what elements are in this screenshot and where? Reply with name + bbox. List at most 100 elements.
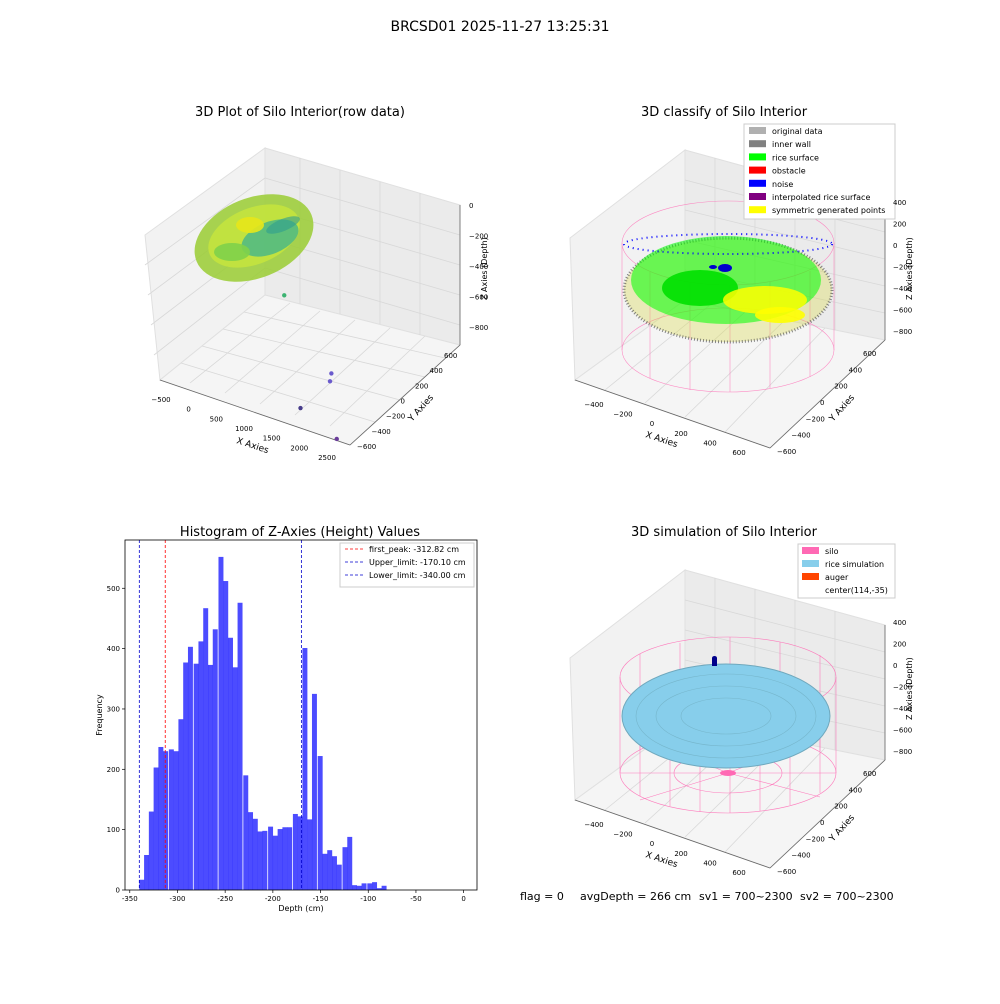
histogram-bar-33 (302, 648, 308, 890)
simulation-legend-label: silo (825, 547, 839, 556)
histogram-bar-31 (292, 813, 298, 890)
histogram-bar-39 (332, 856, 337, 890)
x-tick-label: 600 (732, 449, 745, 457)
histogram-bar-35 (311, 693, 317, 890)
z-tick-label: −200 (893, 264, 912, 272)
histogram-bar-24 (257, 831, 263, 890)
classify-legend-swatch (749, 193, 766, 200)
histogram-bar-11 (193, 663, 199, 890)
y-tick-label: −200 (806, 835, 825, 843)
simulation-legend-label: center(114,-35) (825, 586, 888, 595)
z-tick-label: −600 (893, 727, 912, 735)
histogram-bar-0 (139, 879, 145, 890)
histogram-bar-21 (243, 775, 249, 890)
z-tick-label: 400 (893, 199, 906, 207)
histogram-bar-27 (272, 835, 278, 890)
histogram-reference-lines (138, 540, 302, 890)
classify-legend-label: interpolated rice surface (772, 193, 870, 202)
z-tick-label: −400 (893, 705, 912, 713)
classify-legend-swatch (749, 179, 766, 187)
classify-legend-swatch (749, 140, 766, 148)
simulation-legend-label: rice simulation (825, 560, 884, 569)
histogram-bar-32 (297, 816, 303, 890)
histogram-bar-26 (268, 826, 274, 890)
status-sv1: sv1 = 700~2300 (699, 890, 793, 903)
status-flag: flag = 0 (520, 890, 564, 903)
histogram-bar-15 (212, 629, 218, 890)
y-tick-label: 600 (863, 350, 876, 358)
outlier-point-0 (282, 293, 287, 298)
histogram-bar-1 (144, 855, 150, 890)
classify-legend-swatch (749, 153, 766, 161)
histogram-bar-13 (203, 608, 209, 890)
classify-legend-label: symmetric generated points (772, 206, 885, 215)
classify-point-cloud (622, 233, 834, 344)
x-tick-label: −200 (613, 831, 632, 839)
histogram-x-tick-label: -200 (265, 895, 281, 903)
histogram-frame (124, 539, 478, 891)
z-tick-label: 200 (893, 641, 906, 649)
histogram-y-tick-label: 400 (107, 645, 120, 653)
histogram-x-tick-label: -150 (313, 895, 329, 903)
histogram-x-tick-label: -50 (410, 895, 421, 903)
classify-z-axis-label: Z Axies (Depth) (905, 237, 914, 300)
z-tick-label: −400 (469, 263, 488, 271)
classify-legend-label: rice surface (772, 153, 819, 162)
classify-legend-label: obstacle (772, 167, 806, 176)
histogram-bar-44 (356, 885, 362, 890)
y-tick-label: 600 (863, 770, 876, 778)
x-tick-label: −400 (584, 401, 603, 409)
y-tick-label: −600 (357, 443, 376, 451)
histogram-bar-29 (282, 827, 288, 890)
histogram-x-tick-label: -100 (360, 895, 376, 903)
raw-z-axis-label: Z Axies (Depth) (480, 237, 489, 300)
histogram-bar-40 (336, 864, 342, 890)
histogram-bar-22 (248, 812, 254, 890)
classify-legend: original data inner wall rice surface obsta… (743, 123, 896, 220)
histogram-x-tick-label: 0 (461, 895, 465, 903)
histogram-bars (139, 556, 387, 890)
x-tick-label: 400 (703, 859, 716, 867)
raw-point-cloud (194, 194, 314, 282)
z-tick-label: −800 (893, 328, 912, 336)
y-tick-label: 200 (834, 383, 847, 391)
raw-outlier-points (282, 293, 339, 442)
y-tick-label: −200 (386, 413, 405, 421)
figure-title: BRCSD01 2025-11-27 13:25:31 (390, 19, 609, 35)
histogram-bar-5 (163, 751, 169, 890)
classify-plot-title: 3D classify of Silo Interior (641, 105, 808, 120)
histogram-bar-12 (198, 641, 204, 890)
histogram-bar-18 (228, 637, 233, 890)
x-tick-label: 0 (186, 406, 190, 414)
y-tick-label: 0 (820, 399, 824, 407)
status-avg-depth: avgDepth = 266 cm (580, 890, 691, 903)
y-tick-label: −400 (791, 432, 810, 440)
x-tick-label: 0 (650, 420, 654, 428)
simulation-legend-swatch (802, 547, 819, 554)
raw-plot-tick-labels: −50005001000150020002500−600−400−2000200… (151, 202, 488, 462)
histogram-bar-4 (158, 746, 164, 890)
histogram-x-axis-label: Depth (cm) (278, 904, 323, 913)
classify-legend-swatch (749, 206, 766, 214)
histogram-legend: first_peak: -312.82 cm Upper_limit: -170.… (339, 542, 475, 588)
x-tick-label: 400 (703, 439, 716, 447)
x-tick-label: 0 (650, 840, 654, 848)
y-tick-label: 200 (415, 382, 428, 390)
histogram-bar-20 (237, 602, 243, 890)
histogram-y-axis-label: Frequency (95, 694, 104, 736)
histogram-bar-47 (372, 882, 378, 890)
histogram-bar-6 (168, 749, 174, 890)
depth-histogram: Histogram of Z-Axies (Height) Values -35… (95, 525, 478, 913)
y-tick-label: −400 (791, 852, 810, 860)
histogram-bar-10 (187, 646, 193, 890)
simulation-3d-plot: 3D simulation of Silo Interior (569, 525, 914, 877)
x-tick-label: −400 (584, 821, 603, 829)
simulation-z-axis-label: Z Axies (Depth) (905, 657, 914, 720)
histogram-bar-16 (218, 556, 224, 890)
y-tick-label: 400 (849, 786, 862, 794)
histogram-bar-3 (153, 767, 159, 890)
x-tick-label: 200 (674, 430, 687, 438)
x-tick-label: 500 (210, 415, 223, 423)
histogram-bar-17 (223, 581, 229, 890)
